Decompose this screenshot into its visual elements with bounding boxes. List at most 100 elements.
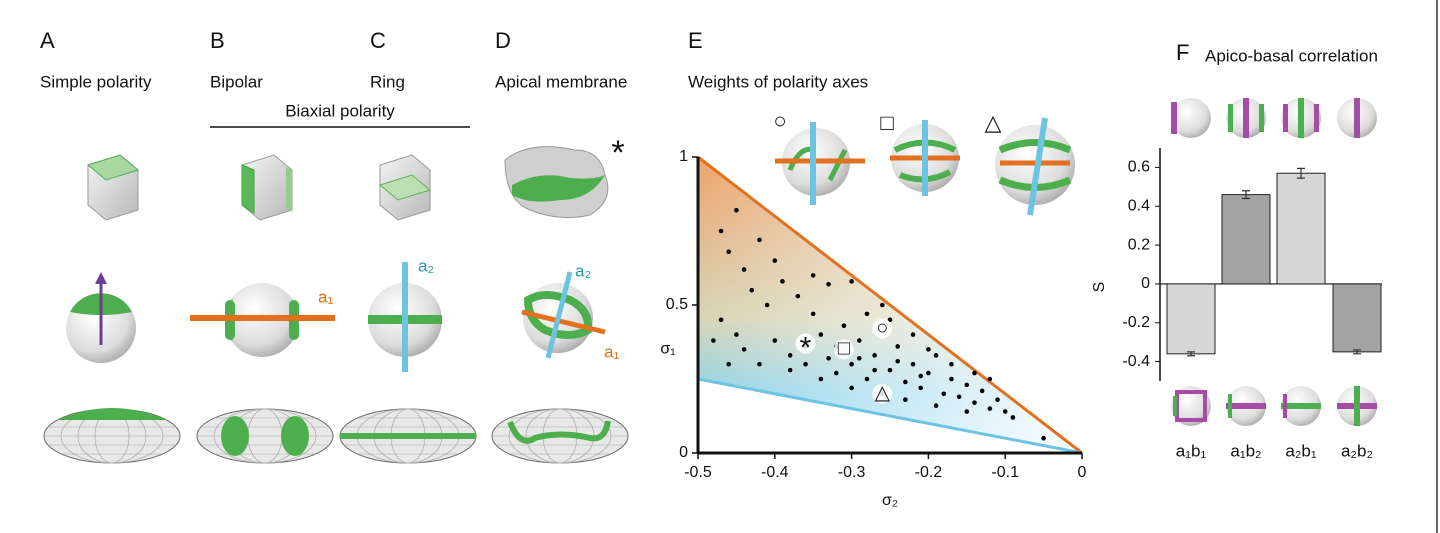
x-tick-label: -0.3 <box>838 464 866 481</box>
point <box>1011 415 1016 420</box>
point <box>995 397 1000 402</box>
point <box>1041 436 1046 441</box>
point <box>918 386 923 391</box>
marker-key: △ <box>985 110 1002 135</box>
pattern <box>281 416 309 456</box>
point <box>988 377 993 382</box>
x-tick-label: a₁b₂ <box>1230 441 1261 460</box>
pattern <box>340 433 476 439</box>
y-tick-label: 0.2 <box>1128 236 1150 253</box>
point <box>1003 409 1008 414</box>
icon-stripe <box>1228 394 1232 418</box>
point <box>742 267 747 272</box>
cube-a <box>88 155 138 220</box>
point <box>880 303 885 308</box>
point <box>949 362 954 367</box>
panel-title: Bipolar <box>210 72 263 91</box>
point <box>757 238 762 243</box>
panel-letter: F <box>1176 40 1189 65</box>
bar <box>1277 173 1325 284</box>
asterisk-mark: * <box>611 134 624 172</box>
panel-title: Ring <box>370 72 405 91</box>
point <box>865 312 870 317</box>
point <box>980 389 985 394</box>
point <box>826 356 831 361</box>
axis-label: a₁ <box>604 342 619 361</box>
point <box>780 279 785 284</box>
y-tick-label: 0.5 <box>666 296 688 313</box>
icon-stripe <box>1354 386 1360 426</box>
icon-stripe <box>1314 104 1319 132</box>
point <box>888 368 893 373</box>
panel-letter: B <box>210 28 225 53</box>
point <box>711 338 716 343</box>
point <box>872 353 877 358</box>
y-tick-label: 1 <box>679 148 688 165</box>
icon-stripe <box>1354 98 1360 138</box>
point <box>842 323 847 328</box>
pattern <box>221 416 249 456</box>
x-tick-label: -0.5 <box>684 464 712 481</box>
panel-title: Simple polarity <box>40 72 152 91</box>
point <box>872 368 877 373</box>
marker: △ <box>875 382 891 404</box>
y-tick-label: 0 <box>1141 275 1150 292</box>
y-tick-label: -0.2 <box>1122 314 1150 331</box>
panel-letter: D <box>495 28 511 53</box>
panel-letter: C <box>370 28 386 53</box>
point <box>826 282 831 287</box>
icon-stripe <box>1298 98 1304 138</box>
x-axis-label: σ₂ <box>882 492 898 509</box>
icon-stripe <box>1243 98 1249 138</box>
point <box>834 371 839 376</box>
x-tick-label: -0.4 <box>761 464 789 481</box>
point <box>934 353 939 358</box>
panel-title: Apico-basal correlation <box>1205 46 1378 65</box>
point <box>988 406 993 411</box>
icon-stripe <box>1228 104 1233 132</box>
marker-key: □ <box>880 110 893 135</box>
marker-key: ○ <box>773 108 786 133</box>
point <box>857 356 862 361</box>
point <box>895 344 900 349</box>
point <box>934 403 939 408</box>
point <box>757 362 762 367</box>
point <box>926 371 931 376</box>
panel-letter: E <box>688 28 703 53</box>
point <box>734 332 739 337</box>
panel-title: Weights of polarity axes <box>688 72 868 91</box>
point <box>749 288 754 293</box>
point <box>849 279 854 284</box>
marker: * <box>800 331 812 364</box>
bar <box>1167 284 1215 354</box>
icon-stripe <box>1173 396 1177 416</box>
figure: Biaxial polarity * a₁ a₂ <box>0 0 1440 533</box>
y-axis-label: S <box>1091 282 1108 293</box>
point <box>726 249 731 254</box>
marker: □ <box>838 338 850 360</box>
x-tick-label: -0.2 <box>915 464 943 481</box>
point <box>849 362 854 367</box>
point <box>941 392 946 397</box>
axis-label: a₁ <box>318 287 333 306</box>
x-tick-label: a₂b₂ <box>1341 441 1373 460</box>
icon-stripe <box>1171 102 1177 134</box>
icon-stripe <box>1259 104 1264 132</box>
x-tick-label: 0 <box>1078 464 1087 481</box>
point <box>788 353 793 358</box>
y-tick-label: -0.4 <box>1122 353 1150 370</box>
point <box>773 338 778 343</box>
point <box>773 258 778 263</box>
y-tick-label: 0 <box>679 444 688 461</box>
group-label: Biaxial polarity <box>285 101 395 120</box>
point <box>719 229 724 234</box>
point <box>972 371 977 376</box>
point <box>903 380 908 385</box>
point <box>819 332 824 337</box>
panel-letter: A <box>40 28 55 53</box>
point <box>926 347 931 352</box>
cube-b <box>242 155 292 220</box>
point <box>726 362 731 367</box>
point <box>965 409 970 414</box>
point <box>972 400 977 405</box>
